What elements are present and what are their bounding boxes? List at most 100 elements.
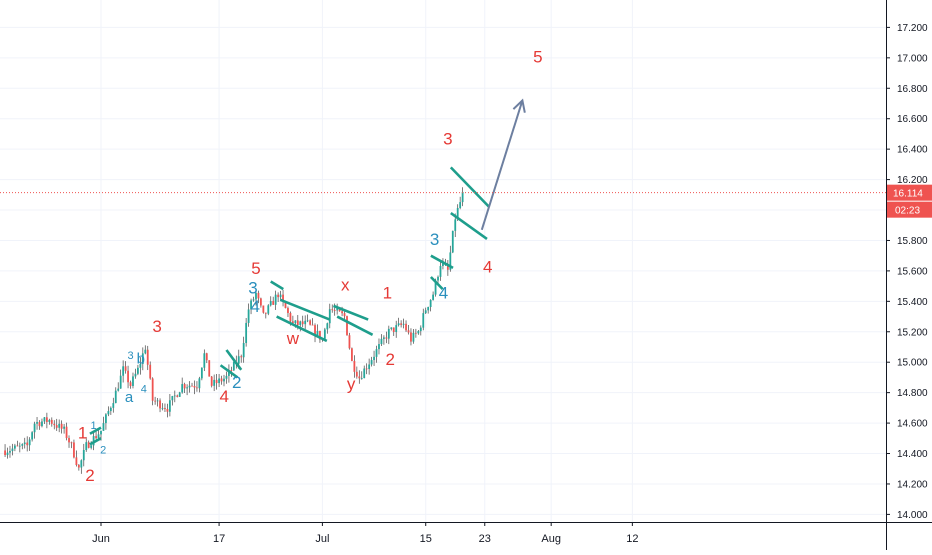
- candle-body: [422, 313, 425, 328]
- candle-body: [45, 417, 48, 422]
- candle-body: [284, 301, 287, 309]
- candle-body: [85, 442, 88, 451]
- candle-body: [237, 356, 240, 364]
- candle-body: [102, 423, 105, 431]
- y-tick-label: 16.200: [897, 175, 928, 186]
- candle-body: [210, 376, 213, 386]
- channel-line[interactable]: [332, 304, 369, 321]
- channel-line[interactable]: [449, 166, 491, 208]
- candle-body: [218, 378, 220, 384]
- candle-body: [387, 328, 390, 339]
- candle-body: [328, 309, 331, 324]
- candle-body: [73, 442, 75, 458]
- candle-body: [277, 294, 280, 298]
- candle-body: [368, 364, 371, 369]
- candle-body: [151, 378, 154, 401]
- candle-body: [107, 411, 110, 415]
- candle-body: [400, 323, 403, 325]
- channel-line[interactable]: [276, 315, 328, 343]
- wave-label: 1: [78, 423, 87, 442]
- y-tick-label: 15.000: [897, 358, 928, 369]
- y-tick-label: 14.800: [897, 388, 928, 399]
- candle-body: [365, 368, 368, 370]
- channel-line[interactable]: [225, 349, 243, 371]
- candle-body: [437, 276, 439, 281]
- candle-body: [454, 219, 457, 231]
- candle-body: [456, 207, 459, 220]
- wave-label: 2: [386, 350, 395, 369]
- wave-label: 3: [127, 350, 133, 362]
- candle-body: [459, 202, 462, 208]
- candle-body: [63, 426, 65, 429]
- wave-label: 1: [383, 283, 392, 302]
- candle-body: [198, 378, 201, 389]
- candle-body: [380, 338, 383, 345]
- candle-body: [196, 387, 198, 389]
- candle-body: [360, 378, 363, 379]
- candle-body: [159, 400, 161, 409]
- candle-body: [105, 414, 107, 424]
- candle-body: [154, 400, 157, 402]
- candle-body: [373, 356, 375, 361]
- candle-body: [200, 367, 203, 379]
- candle-body: [414, 332, 417, 334]
- channel-line[interactable]: [430, 254, 454, 269]
- candle-body: [186, 387, 188, 389]
- candle-body: [432, 294, 434, 300]
- candle-body: [68, 438, 70, 443]
- candle-body: [193, 385, 196, 388]
- candle-body: [348, 335, 351, 349]
- wave-label: 2: [85, 466, 94, 485]
- countdown-label: 02:23: [895, 206, 920, 217]
- candle-body: [132, 376, 134, 386]
- candle-body: [122, 366, 125, 376]
- candle-body: [299, 321, 302, 326]
- candle-body: [375, 349, 378, 357]
- candle-body: [90, 445, 93, 448]
- candle-body: [296, 320, 299, 326]
- channel-line[interactable]: [450, 212, 488, 240]
- candle-body: [385, 337, 388, 339]
- x-tick-label: 15: [420, 533, 432, 545]
- candle-body: [309, 320, 311, 325]
- y-tick-label: 17.000: [897, 53, 928, 64]
- candle-body: [41, 421, 43, 427]
- y-tick-label: 14.000: [897, 510, 928, 521]
- projection-arrow[interactable]: [480, 100, 523, 231]
- y-tick-label: 16.400: [897, 145, 928, 156]
- projection-arrow-line[interactable]: [480, 100, 523, 231]
- channel-line[interactable]: [270, 280, 284, 291]
- countdown-badge: [887, 201, 932, 218]
- candle-body: [53, 423, 56, 426]
- candle-body: [225, 375, 228, 379]
- candle-body: [311, 324, 314, 326]
- candle-body: [294, 320, 297, 323]
- candle-body: [36, 422, 38, 424]
- channel-line[interactable]: [429, 276, 444, 291]
- candle-body: [178, 392, 181, 397]
- channel-line[interactable]: [219, 364, 239, 379]
- y-tick-label: 15.600: [897, 266, 928, 277]
- candle-body: [427, 307, 430, 311]
- channel-line[interactable]: [336, 315, 374, 336]
- candle-body: [267, 305, 270, 314]
- x-tick-label: Jun: [92, 533, 110, 545]
- candle-body: [461, 191, 464, 203]
- candle-body: [274, 294, 277, 305]
- candle-body: [232, 361, 235, 371]
- candle-body: [355, 371, 358, 377]
- channel-line[interactable]: [89, 426, 102, 435]
- candle-body: [442, 263, 444, 267]
- channel-line[interactable]: [89, 437, 102, 446]
- channel-lines[interactable]: [89, 166, 491, 446]
- y-tick-label: 16.600: [897, 114, 928, 125]
- candle-body: [95, 436, 97, 439]
- wave-label: 4: [141, 384, 147, 396]
- candle-body: [255, 292, 257, 300]
- candle-body: [282, 294, 284, 302]
- y-tick-label: 16.800: [897, 84, 928, 95]
- channel-line[interactable]: [279, 298, 331, 321]
